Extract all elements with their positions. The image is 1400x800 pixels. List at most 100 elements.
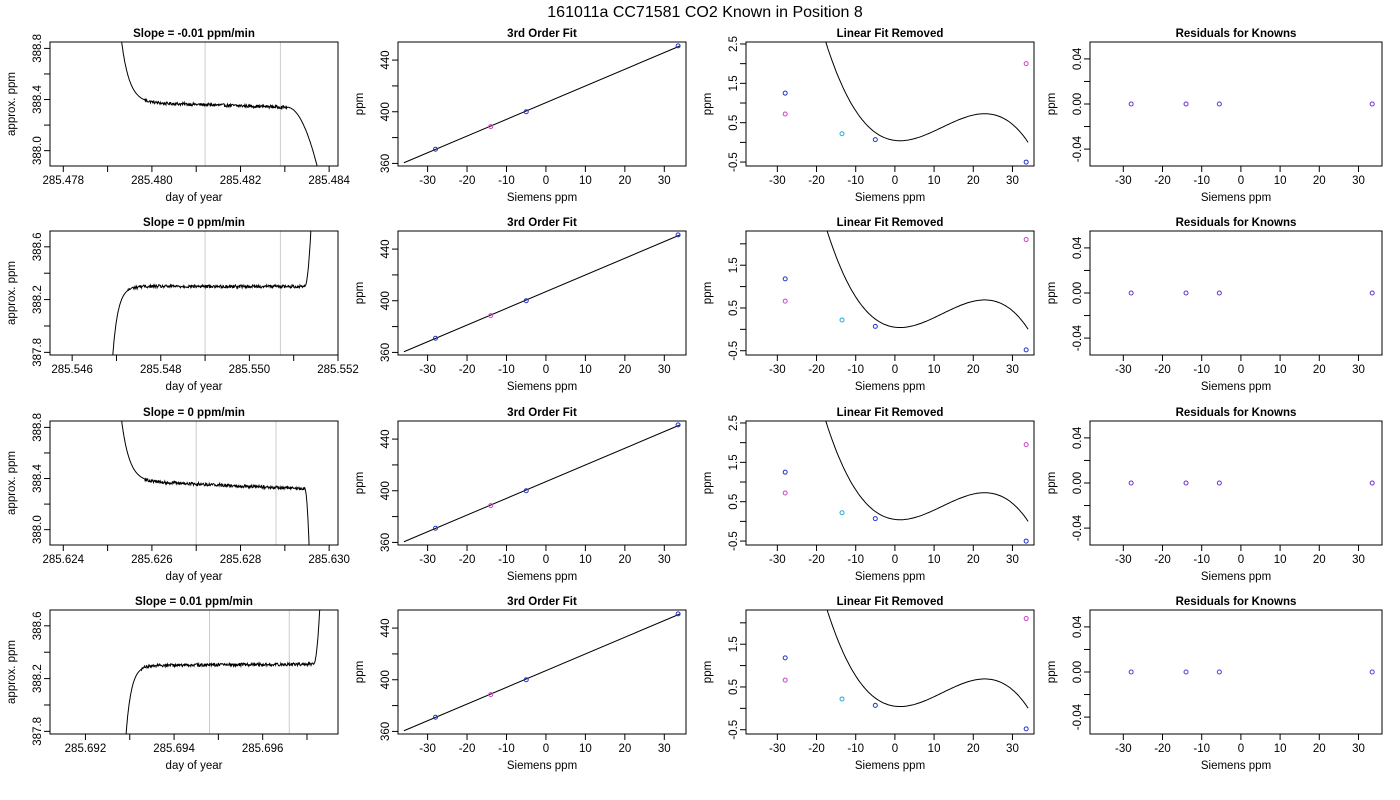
x-tick-label: -10 — [1193, 175, 1210, 187]
plot-area — [1128, 669, 1375, 675]
y-axis-label: ppm — [702, 661, 714, 683]
x-tick-label: 30 — [1006, 743, 1019, 755]
plot-frame — [745, 41, 1035, 167]
data-point — [1369, 669, 1375, 675]
y-tick-label: 1.5 — [728, 636, 740, 652]
y-axis: -0.5 0.5 1.5 — [728, 622, 746, 740]
data-trace — [121, 421, 310, 545]
data-point — [1369, 101, 1375, 107]
plot-area — [125, 610, 321, 734]
panel-title: Slope = -0.01 ppm/min — [133, 28, 255, 40]
panel-title: Slope = 0 ppm/min — [143, 217, 245, 229]
x-axis-label: Siemens ppm — [507, 192, 577, 204]
x-tick-label: 0 — [1238, 554, 1244, 566]
x-tick-label: 10 — [579, 364, 592, 376]
y-tick-label: 388.6 — [32, 232, 44, 261]
fit-line — [403, 424, 681, 543]
x-tick-label: 10 — [1274, 175, 1287, 187]
x-tick-label: -10 — [1193, 364, 1210, 376]
data-point — [488, 124, 494, 130]
plot-frame — [49, 41, 339, 167]
data-point — [1023, 159, 1029, 165]
y-tick-label: 0.04 — [1072, 426, 1084, 449]
data-point — [839, 696, 845, 702]
x-tick-label: 20 — [618, 743, 631, 755]
x-axis-label: Siemens ppm — [507, 381, 577, 393]
y-tick-label: 388.0 — [32, 136, 44, 165]
panel-title: 3rd Order Fit — [507, 217, 577, 229]
data-point — [1216, 480, 1222, 486]
x-tick-label: -10 — [498, 554, 515, 566]
x-tick-label: 285.478 — [43, 175, 85, 187]
y-tick-label: -0.04 — [1072, 135, 1084, 162]
panel-title: 3rd Order Fit — [507, 28, 577, 40]
y-tick-label: 388.4 — [32, 85, 44, 114]
data-point — [432, 146, 438, 152]
fit-curve — [826, 610, 1029, 709]
x-tick-label: -20 — [808, 175, 825, 187]
data-point — [1183, 290, 1189, 296]
x-tick-label: 20 — [967, 743, 980, 755]
data-point — [1128, 101, 1134, 107]
y-tick-label: 2.5 — [728, 36, 740, 52]
data-point — [1369, 480, 1375, 486]
x-tick-label: -10 — [847, 743, 864, 755]
panel-1-2: 3rd Order Fit -30 -20 -10 0 10 20 30 Siemens ppm… — [354, 28, 687, 204]
x-axis-label: Siemens ppm — [507, 571, 577, 583]
x-tick-label: -30 — [419, 743, 436, 755]
plot-frame — [1089, 609, 1383, 735]
x-axis-label: day of year — [166, 760, 223, 772]
y-tick-label: -0.5 — [728, 341, 740, 361]
x-tick-label: -30 — [1115, 175, 1132, 187]
x-tick-label: -10 — [498, 175, 515, 187]
y-axis-label: ppm — [354, 282, 366, 304]
y-axis: -0.04 0.00 0.04 — [1072, 426, 1090, 541]
x-tick-label: 20 — [967, 364, 980, 376]
x-tick-label: -20 — [808, 554, 825, 566]
plot-area — [403, 232, 681, 353]
x-tick-label: 20 — [1313, 364, 1326, 376]
y-axis: -0.04 0.00 0.04 — [1072, 236, 1090, 351]
y-tick-label: 0.00 — [1072, 93, 1084, 115]
x-tick-label: -10 — [1193, 743, 1210, 755]
x-tick-label: -20 — [1154, 364, 1171, 376]
x-tick-label: -30 — [769, 364, 786, 376]
x-tick-label: -10 — [847, 554, 864, 566]
data-point — [782, 90, 788, 96]
data-point — [782, 469, 788, 475]
plot-area — [782, 421, 1029, 544]
data-point — [1023, 237, 1029, 243]
x-tick-label: 30 — [658, 743, 671, 755]
panel-title: 3rd Order Fit — [507, 596, 577, 608]
x-tick-label: 10 — [579, 743, 592, 755]
panel-1-4: Residuals for Knowns -30 -20 -10 0 10 20 30 Siem… — [1046, 28, 1383, 204]
data-point — [1183, 669, 1189, 675]
figure-title: 161011a CC71581 CO2 Known in Position 8 — [547, 4, 863, 21]
x-tick-label: -20 — [808, 364, 825, 376]
x-axis-label: Siemens ppm — [855, 381, 925, 393]
y-tick-label: 360 — [380, 722, 392, 741]
y-tick-label: -0.5 — [728, 152, 740, 172]
y-axis: 360 400 440 — [380, 239, 398, 362]
x-tick-label: 0 — [543, 743, 549, 755]
data-point — [1023, 347, 1029, 353]
x-tick-label: 285.480 — [131, 175, 173, 187]
x-axis-label: Siemens ppm — [855, 192, 925, 204]
y-axis: 388.0 388.4 388.8 — [32, 413, 50, 544]
y-axis-label: ppm — [354, 661, 366, 683]
data-point — [523, 109, 529, 115]
x-tick-label: 285.624 — [43, 554, 85, 566]
x-tick-label: -10 — [498, 743, 515, 755]
panel-title: Linear Fit Removed — [837, 407, 944, 419]
data-point — [675, 422, 681, 428]
data-point — [523, 488, 529, 494]
y-tick-label: 0.5 — [728, 115, 740, 131]
y-tick-label: -0.04 — [1072, 514, 1084, 541]
x-axis: -30 -20 -10 0 10 20 30 — [769, 166, 1019, 187]
data-point — [675, 232, 681, 238]
x-tick-label: -30 — [1115, 554, 1132, 566]
data-point — [782, 490, 788, 496]
